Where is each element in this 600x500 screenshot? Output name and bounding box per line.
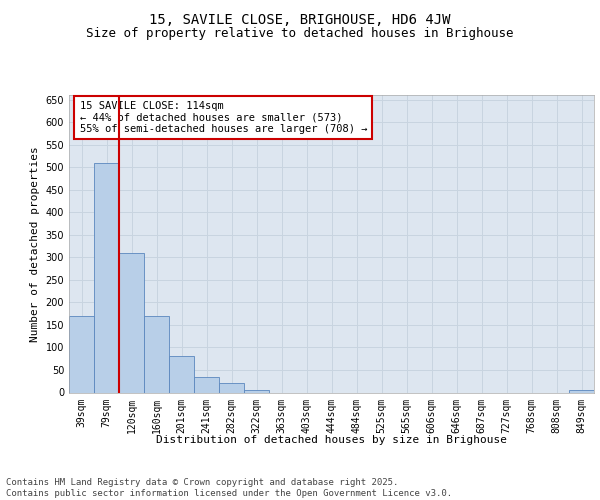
Bar: [119, 253, 144, 392]
Bar: [194, 376, 219, 392]
Bar: [244, 390, 269, 392]
Text: 15, SAVILE CLOSE, BRIGHOUSE, HD6 4JW: 15, SAVILE CLOSE, BRIGHOUSE, HD6 4JW: [149, 12, 451, 26]
Bar: [94, 162, 119, 392]
X-axis label: Distribution of detached houses by size in Brighouse: Distribution of detached houses by size …: [156, 436, 507, 446]
Bar: [69, 316, 94, 392]
Y-axis label: Number of detached properties: Number of detached properties: [30, 146, 40, 342]
Text: Contains HM Land Registry data © Crown copyright and database right 2025.
Contai: Contains HM Land Registry data © Crown c…: [6, 478, 452, 498]
Text: Size of property relative to detached houses in Brighouse: Size of property relative to detached ho…: [86, 28, 514, 40]
Bar: [169, 356, 194, 392]
Bar: [569, 390, 594, 392]
Text: 15 SAVILE CLOSE: 114sqm
← 44% of detached houses are smaller (573)
55% of semi-d: 15 SAVILE CLOSE: 114sqm ← 44% of detache…: [79, 101, 367, 134]
Bar: [144, 316, 169, 392]
Bar: [219, 382, 244, 392]
